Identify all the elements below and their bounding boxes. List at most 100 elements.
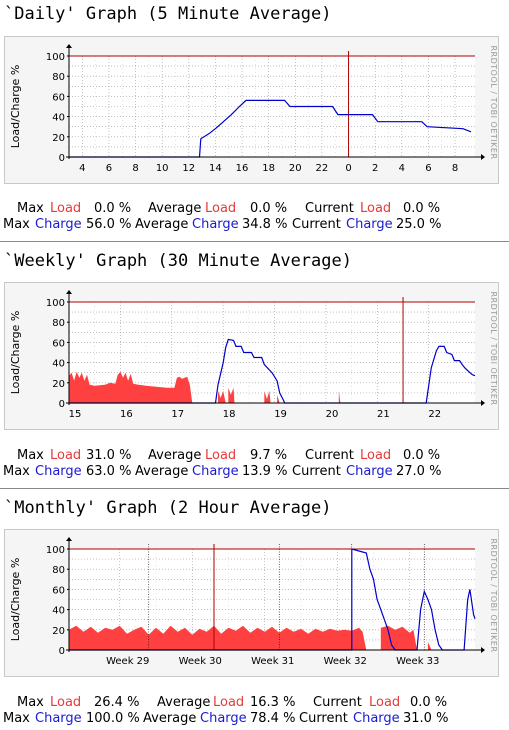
stat-load-cur: 0.0 % — [403, 201, 441, 216]
y-tick-label: 20 — [52, 626, 65, 637]
stat-avg-label: Average — [143, 711, 197, 726]
y-tick-label: 0 — [59, 153, 65, 164]
stat-charge-name: Charge — [353, 711, 400, 726]
y-axis-label: Load/Charge % — [9, 311, 22, 395]
x-tick-label: 6 — [106, 163, 112, 174]
y-axis-label: Load/Charge % — [9, 558, 22, 642]
stat-charge-max: 100.0 % — [86, 711, 140, 726]
stat-cur-label: Current — [299, 711, 348, 726]
x-axis-arrow — [481, 647, 485, 653]
series-charge-line — [69, 338, 476, 404]
series-load-area — [69, 625, 475, 650]
y-tick-label: 0 — [59, 399, 65, 410]
x-tick-label: Week 30 — [179, 656, 222, 667]
stat-cur-label: Current — [292, 217, 341, 232]
x-tick-label: Week 29 — [106, 656, 149, 667]
x-tick-label: 14 — [209, 163, 222, 174]
y-axis-label: Load/Charge % — [9, 65, 22, 149]
y-tick-label: 60 — [52, 585, 65, 596]
daily-chart-panel: 0 20 40 60 80 100 4 6 8 10 12 14 16 18 20 22 0 2 4 6 8 Load/C… — [4, 36, 499, 184]
stat-cur-label: Current — [292, 464, 341, 479]
x-tick-label: 10 — [156, 163, 169, 174]
monthly-chart-panel: 0 20 40 60 80 100 Week 29 Week 30 Week 31 Week 32… — [4, 529, 499, 677]
stat-max-label: Max — [17, 695, 44, 710]
daily-section: `Daily' Graph (5 Minute Average) 0 20 40 60… — [0, 0, 509, 242]
x-tick-label: 20 — [326, 409, 339, 420]
y-tick-label: 20 — [52, 133, 65, 144]
stat-max-label: Max — [17, 448, 44, 463]
stat-avg-label: Average — [135, 217, 189, 232]
stat-charge-name: Charge — [35, 711, 82, 726]
stat-charge-name: Charge — [346, 464, 393, 479]
y-tick-label: 100 — [46, 52, 65, 63]
x-tick-label: 6 — [425, 163, 431, 174]
stat-load-name: Load — [50, 695, 82, 710]
x-tick-label: 8 — [452, 163, 458, 174]
series-load-area — [69, 371, 475, 403]
stat-charge-cur: 25.0 % — [396, 217, 442, 232]
rrdtool-credit: RRDTOOL / TOBI OETIKER — [489, 45, 498, 159]
stat-charge-name: Charge — [192, 217, 239, 232]
stat-max-label: Max — [17, 201, 44, 216]
stat-load-cur: 0.0 % — [403, 448, 441, 463]
x-tick-label: 2 — [372, 163, 378, 174]
y-tick-label: 60 — [52, 338, 65, 349]
y-tick-label: 100 — [46, 545, 65, 556]
stat-charge-name: Charge — [200, 711, 247, 726]
weekly-chart-panel: 0 20 40 60 80 100 15 16 17 18 19 20 21 22 Load/Charge … — [4, 282, 499, 430]
stat-load-avg: 0.0 % — [250, 201, 288, 216]
x-tick-label: 20 — [289, 163, 302, 174]
stat-charge-max: 56.0 % — [86, 217, 132, 232]
stat-charge-cur: 31.0 % — [403, 711, 449, 726]
x-tick-label: 22 — [316, 163, 329, 174]
stat-max-label: Max — [3, 711, 30, 726]
stat-max-label: Max — [3, 464, 30, 479]
x-tick-label: 15 — [69, 409, 82, 420]
stat-cur-label: Current — [305, 201, 354, 216]
stat-load-max: 26.4 % — [94, 695, 140, 710]
stat-load-name: Load — [50, 201, 82, 216]
y-tick-label: 80 — [52, 72, 65, 83]
x-tick-label: 17 — [171, 409, 184, 420]
stat-load-name: Load — [369, 695, 401, 710]
y-tick-label: 40 — [52, 359, 65, 370]
stat-cur-label: Current — [305, 448, 354, 463]
plot-area — [69, 56, 475, 157]
x-tick-label: 18 — [262, 163, 275, 174]
weekly-section: `Weekly' Graph (30 Minute Average) 0 20 40… — [0, 247, 509, 489]
section-divider — [0, 241, 509, 242]
stat-load-name: Load — [213, 695, 245, 710]
stat-charge-name: Charge — [35, 217, 82, 232]
stat-load-name: Load — [205, 201, 237, 216]
stat-charge-cur: 27.0 % — [396, 464, 442, 479]
graph-title: `Daily' Graph (5 Minute Average) — [4, 4, 332, 24]
stat-charge-avg: 13.9 % — [242, 464, 288, 479]
stat-load-avg: 16.3 % — [250, 695, 296, 710]
series-charge-line — [69, 99, 472, 158]
stat-avg-label: Average — [148, 448, 202, 463]
stat-load-name: Load — [50, 448, 82, 463]
y-tick-label: 80 — [52, 565, 65, 576]
x-tick-label: 4 — [79, 163, 85, 174]
stat-charge-name: Charge — [35, 464, 82, 479]
stat-load-name: Load — [205, 448, 237, 463]
stat-charge-avg: 78.4 % — [250, 711, 296, 726]
x-tick-label: 16 — [236, 163, 249, 174]
y-tick-label: 60 — [52, 92, 65, 103]
stat-avg-label: Average — [157, 695, 211, 710]
x-axis-arrow — [481, 400, 485, 406]
monthly-section: `Monthly' Graph (2 Hour Average) 0 20 40 60… — [0, 494, 509, 730]
stat-load-name: Load — [360, 201, 392, 216]
graph-title: `Weekly' Graph (30 Minute Average) — [4, 251, 352, 271]
rrdtool-credit: RRDTOOL / TOBI OETIKER — [489, 538, 498, 652]
daily-chart: 0 20 40 60 80 100 4 6 8 10 12 14 16 18 20 22 0 2 4 6 8 Load/C… — [9, 44, 498, 174]
x-tick-label: 18 — [223, 409, 236, 420]
y-tick-label: 40 — [52, 606, 65, 617]
x-tick-label: 4 — [399, 163, 405, 174]
x-tick-label: 0 — [345, 163, 351, 174]
stat-avg-label: Average — [148, 201, 202, 216]
stat-load-name: Load — [360, 448, 392, 463]
y-axis-arrow — [66, 44, 72, 48]
stat-load-avg: 9.7 % — [250, 448, 288, 463]
x-tick-label: 22 — [428, 409, 441, 420]
